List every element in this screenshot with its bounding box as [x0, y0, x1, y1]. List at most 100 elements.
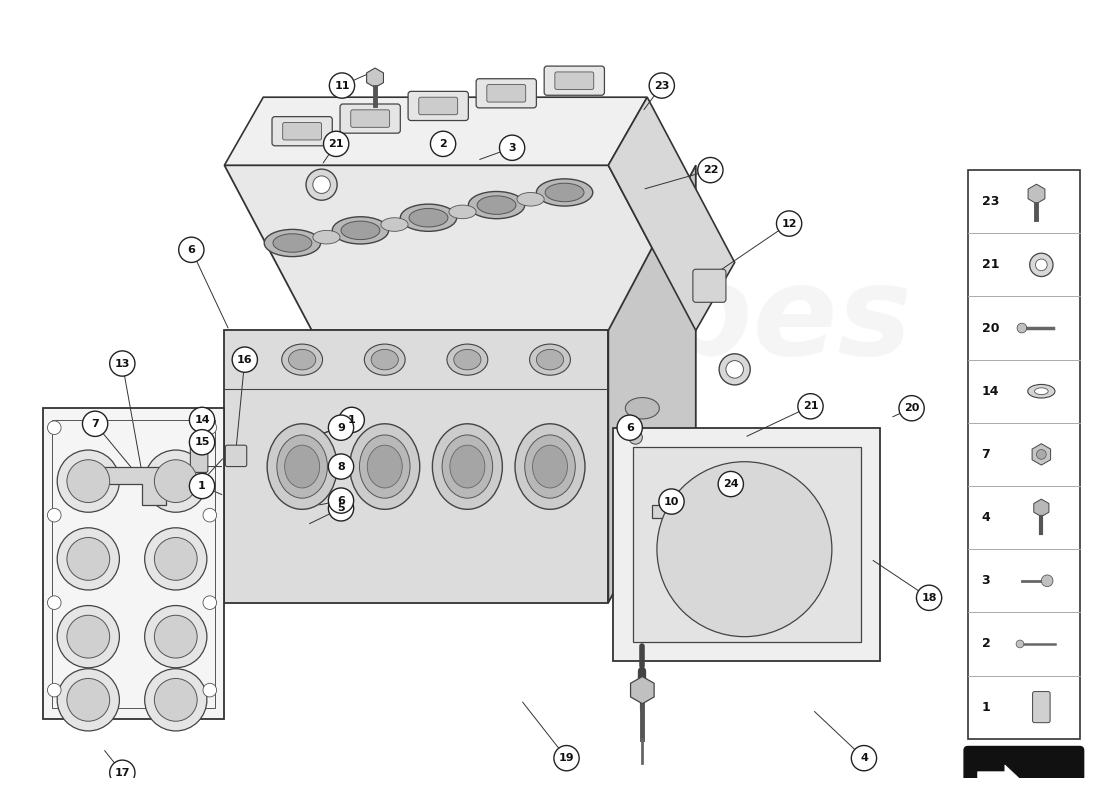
Circle shape	[154, 460, 197, 502]
Text: 103 03: 103 03	[998, 790, 1050, 800]
Text: 3: 3	[981, 574, 990, 587]
Circle shape	[67, 615, 110, 658]
Text: 3: 3	[508, 142, 516, 153]
Ellipse shape	[477, 196, 516, 214]
Text: 7: 7	[981, 448, 990, 461]
Circle shape	[681, 486, 807, 612]
Text: 24: 24	[723, 479, 738, 489]
Circle shape	[1035, 259, 1047, 270]
Polygon shape	[968, 170, 1080, 738]
Text: 14: 14	[981, 385, 999, 398]
Circle shape	[178, 237, 204, 262]
Ellipse shape	[447, 344, 487, 375]
FancyBboxPatch shape	[554, 72, 594, 90]
Circle shape	[82, 411, 108, 437]
Ellipse shape	[273, 234, 312, 252]
Circle shape	[899, 396, 924, 421]
Ellipse shape	[364, 344, 405, 375]
Ellipse shape	[332, 217, 388, 244]
Circle shape	[617, 415, 642, 440]
Circle shape	[67, 460, 110, 502]
Polygon shape	[224, 330, 608, 602]
Circle shape	[329, 488, 354, 514]
Ellipse shape	[360, 435, 410, 498]
Circle shape	[47, 421, 62, 434]
Circle shape	[1030, 254, 1053, 277]
Circle shape	[204, 421, 217, 434]
Circle shape	[851, 746, 877, 770]
Circle shape	[323, 131, 349, 157]
Circle shape	[110, 760, 135, 786]
Circle shape	[189, 430, 214, 455]
Text: 2: 2	[439, 139, 447, 149]
Circle shape	[697, 158, 723, 182]
Circle shape	[1036, 450, 1046, 459]
Ellipse shape	[432, 424, 503, 510]
Text: 7: 7	[91, 418, 99, 429]
Text: 21: 21	[803, 402, 818, 411]
Polygon shape	[632, 447, 861, 642]
Text: 19: 19	[559, 753, 574, 763]
Circle shape	[154, 615, 197, 658]
Polygon shape	[224, 166, 696, 330]
FancyBboxPatch shape	[1033, 691, 1050, 722]
Ellipse shape	[288, 350, 316, 370]
Circle shape	[110, 351, 135, 376]
Polygon shape	[613, 428, 880, 661]
Ellipse shape	[625, 398, 659, 419]
Circle shape	[189, 474, 214, 498]
FancyBboxPatch shape	[226, 445, 246, 466]
Ellipse shape	[517, 193, 544, 206]
Ellipse shape	[282, 344, 322, 375]
Circle shape	[707, 512, 781, 586]
Ellipse shape	[312, 230, 340, 244]
Ellipse shape	[277, 435, 328, 498]
Text: 9: 9	[337, 422, 345, 433]
Ellipse shape	[537, 350, 563, 370]
Circle shape	[726, 361, 744, 378]
Text: europes: europes	[343, 260, 913, 382]
Ellipse shape	[537, 179, 593, 206]
Ellipse shape	[1027, 385, 1055, 398]
FancyBboxPatch shape	[419, 98, 458, 114]
Circle shape	[312, 176, 330, 194]
Circle shape	[145, 606, 207, 668]
Polygon shape	[608, 98, 735, 330]
Text: 1: 1	[981, 701, 990, 714]
Polygon shape	[608, 166, 696, 602]
Ellipse shape	[454, 350, 481, 370]
Text: 2: 2	[981, 638, 990, 650]
Ellipse shape	[442, 435, 493, 498]
FancyBboxPatch shape	[964, 746, 1084, 800]
Text: 6: 6	[626, 422, 634, 433]
Text: 11: 11	[334, 81, 350, 90]
Ellipse shape	[367, 445, 403, 488]
Ellipse shape	[267, 424, 337, 510]
Text: 21: 21	[981, 258, 999, 271]
Text: 4: 4	[860, 753, 868, 763]
Text: 14: 14	[195, 415, 210, 425]
Circle shape	[430, 131, 455, 157]
Ellipse shape	[285, 445, 320, 488]
Circle shape	[1018, 323, 1026, 333]
Text: 12: 12	[781, 218, 796, 229]
Circle shape	[154, 678, 197, 722]
FancyBboxPatch shape	[340, 104, 400, 133]
Circle shape	[329, 496, 354, 521]
Circle shape	[306, 169, 337, 200]
Text: 13: 13	[114, 358, 130, 369]
Circle shape	[57, 528, 120, 590]
Ellipse shape	[381, 218, 408, 231]
FancyBboxPatch shape	[283, 122, 321, 140]
Text: 18: 18	[922, 593, 937, 602]
Circle shape	[154, 538, 197, 580]
FancyBboxPatch shape	[487, 85, 526, 102]
Ellipse shape	[529, 344, 571, 375]
Circle shape	[189, 407, 214, 433]
Text: 8: 8	[337, 462, 345, 471]
Circle shape	[145, 528, 207, 590]
Ellipse shape	[525, 435, 575, 498]
FancyBboxPatch shape	[408, 91, 469, 121]
Text: 20: 20	[904, 403, 920, 414]
Text: a passion for automobiles since 1985: a passion for automobiles since 1985	[238, 398, 629, 555]
